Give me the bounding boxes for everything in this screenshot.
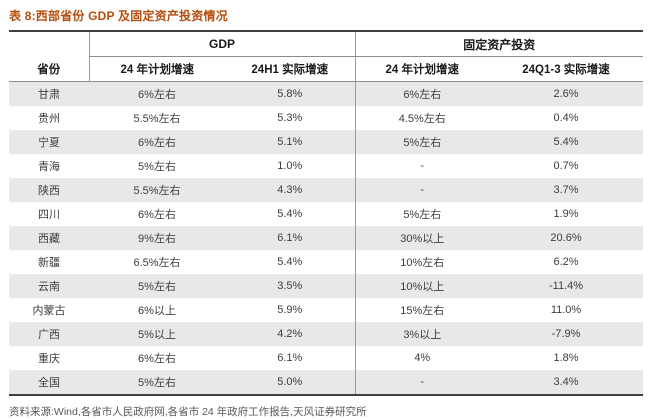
cell-province: 内蒙古 bbox=[32, 305, 66, 317]
cell: 3.4% bbox=[553, 376, 579, 388]
cell-province: 全国 bbox=[38, 377, 60, 389]
cell: 5.3% bbox=[277, 112, 303, 124]
col-header-gdp-actual: 24H1 实际增速 bbox=[225, 56, 356, 82]
cell-province: 贵州 bbox=[38, 113, 60, 125]
cell: 5.5%左右 bbox=[133, 185, 181, 197]
cell: - bbox=[354, 154, 490, 178]
cell: 11.0% bbox=[550, 304, 582, 316]
cell: 10%左右 bbox=[354, 250, 490, 274]
table-row: 甘肃 6%左右 5.8% 6%左右 2.6% bbox=[9, 81, 644, 106]
cell-province: 重庆 bbox=[38, 353, 60, 365]
cell: 9%左右 bbox=[138, 233, 176, 245]
cell: 6.1% bbox=[277, 232, 303, 244]
cell-province: 西藏 bbox=[38, 233, 60, 245]
cell-province: 四川 bbox=[38, 209, 60, 221]
group-header-row: GDP 固定资产投资 bbox=[9, 31, 644, 57]
cell: 6%左右 bbox=[138, 89, 176, 101]
col-header-gdp-plan: 24 年计划增速 bbox=[88, 56, 225, 82]
cell: 6.5%左右 bbox=[133, 257, 181, 269]
cell: - bbox=[354, 178, 490, 202]
cell: 10%以上 bbox=[354, 274, 490, 298]
cell: - bbox=[354, 370, 490, 395]
cell: 5%左右 bbox=[354, 202, 490, 226]
cell: 0.7% bbox=[553, 160, 579, 172]
table-title: 表 8:西部省份 GDP 及固定资产投资情况 bbox=[9, 9, 228, 23]
cell: 6%左右 bbox=[138, 137, 176, 149]
corner-cell bbox=[9, 31, 89, 57]
cell: 15%左右 bbox=[354, 298, 490, 322]
cell: 5.9% bbox=[277, 304, 303, 316]
table-row: 广西 5%以上 4.2% 3%以上 -7.9% bbox=[9, 322, 644, 346]
cell: 6%左右 bbox=[354, 81, 490, 106]
cell: 5.4% bbox=[277, 208, 303, 220]
cell: 4.2% bbox=[277, 328, 303, 340]
table-row: 新疆 6.5%左右 5.4% 10%左右 6.2% bbox=[9, 250, 643, 274]
cell: 5.8% bbox=[277, 88, 303, 100]
cell: 3.7% bbox=[553, 184, 579, 196]
cell: -7.9% bbox=[551, 328, 581, 340]
column-header-row: 省份 24 年计划增速 24H1 实际增速 24 年计划增速 24Q1-3 实际… bbox=[9, 56, 644, 82]
table-row: 青海 5%左右 1.0% - 0.7% bbox=[9, 154, 643, 178]
cell: 5%左右 bbox=[138, 377, 176, 389]
table-row: 陕西 5.5%左右 4.3% - 3.7% bbox=[9, 178, 644, 202]
cell: 3%以上 bbox=[354, 322, 490, 346]
cell: 6%以上 bbox=[138, 305, 176, 317]
cell-province: 广西 bbox=[38, 329, 60, 341]
table-row: 重庆 6%左右 6.1% 4% 1.8% bbox=[9, 346, 643, 370]
group-header-gdp: GDP bbox=[88, 31, 356, 57]
cell: 5%左右 bbox=[138, 281, 176, 293]
cell: 5.0% bbox=[277, 376, 303, 388]
table-row: 内蒙古 6%以上 5.9% 15%左右 11.0% bbox=[9, 298, 643, 322]
cell: 6.2% bbox=[553, 256, 579, 268]
table-row: 西藏 9%左右 6.1% 30%以上 20.6% bbox=[9, 226, 644, 250]
table-row: 四川 6%左右 5.4% 5%左右 1.9% bbox=[9, 202, 643, 226]
cell: 4% bbox=[354, 346, 490, 370]
cell: 1.0% bbox=[277, 160, 303, 172]
cell-province: 甘肃 bbox=[38, 89, 60, 101]
cell-province: 新疆 bbox=[38, 257, 60, 269]
cell: 6%左右 bbox=[138, 209, 176, 221]
cell-province: 宁夏 bbox=[38, 137, 60, 149]
cell: 3.5% bbox=[277, 280, 303, 292]
col-header-province: 省份 bbox=[9, 56, 89, 82]
cell: 5.4% bbox=[277, 256, 303, 268]
cell: -11.4% bbox=[549, 280, 584, 292]
cell-province: 云南 bbox=[38, 281, 60, 293]
table-row: 宁夏 6%左右 5.1% 5%左右 5.4% bbox=[9, 130, 644, 154]
cell: 1.8% bbox=[553, 352, 579, 364]
cell: 20.6% bbox=[550, 232, 582, 244]
table-row: 全国 5%左右 5.0% - 3.4% bbox=[9, 370, 644, 395]
table-row: 云南 5%左右 3.5% 10%以上 -11.4% bbox=[9, 274, 644, 298]
col-header-fai-actual: 24Q1-3 实际增速 bbox=[489, 56, 644, 82]
cell: 5%左右 bbox=[354, 130, 490, 154]
cell: 5%以上 bbox=[138, 329, 176, 341]
cell-province: 陕西 bbox=[38, 185, 60, 197]
source-note: 资料来源:Wind,各省市人民政府网,各省市 24 年政府工作报告,天风证券研究… bbox=[9, 406, 367, 418]
cell: 6.1% bbox=[277, 352, 303, 364]
cell: 0.4% bbox=[553, 112, 579, 124]
col-header-fai-plan: 24 年计划增速 bbox=[354, 56, 490, 82]
cell-province: 青海 bbox=[38, 161, 60, 173]
cell: 6%左右 bbox=[138, 353, 176, 365]
cell: 4.5%左右 bbox=[354, 106, 490, 130]
cell: 2.6% bbox=[553, 88, 579, 100]
cell: 5.1% bbox=[277, 136, 303, 148]
cell: 30%以上 bbox=[354, 226, 490, 250]
cell: 1.9% bbox=[553, 208, 579, 220]
cell: 5.5%左右 bbox=[133, 113, 181, 125]
cell: 5.4% bbox=[553, 136, 579, 148]
group-header-fai: 固定资产投资 bbox=[354, 31, 644, 57]
cell: 4.3% bbox=[277, 184, 303, 196]
cell: 5%左右 bbox=[138, 161, 176, 173]
data-table: GDP 固定资产投资 省份 24 年计划增速 24H1 实际增速 24 年计划增… bbox=[9, 30, 644, 396]
table-row: 贵州 5.5%左右 5.3% 4.5%左右 0.4% bbox=[9, 106, 643, 130]
